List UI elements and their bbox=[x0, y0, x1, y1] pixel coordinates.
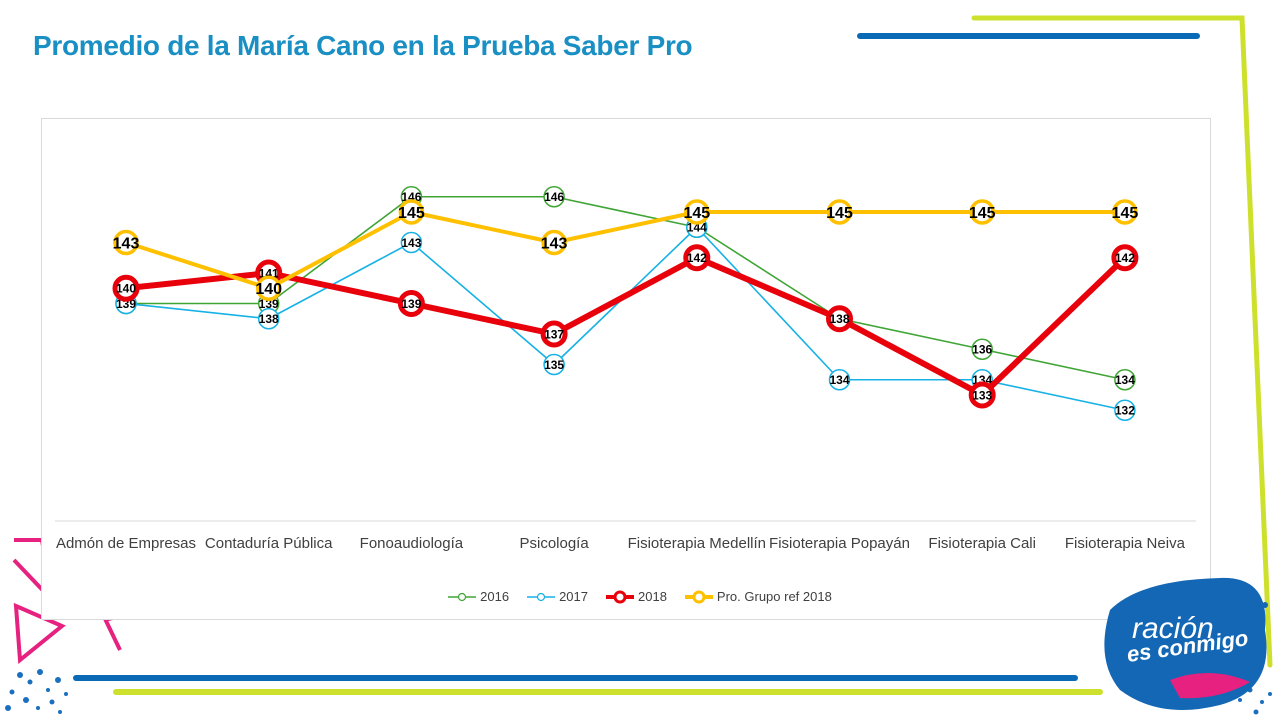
blue-dots-decoration bbox=[5, 669, 1272, 715]
data-point bbox=[1114, 369, 1136, 391]
data-point bbox=[968, 381, 996, 409]
data-point bbox=[684, 199, 710, 225]
data-label: 134 bbox=[1115, 373, 1135, 387]
data-point bbox=[969, 199, 995, 225]
data-point bbox=[1111, 244, 1139, 272]
data-point bbox=[400, 231, 423, 254]
series-line bbox=[126, 195, 1126, 381]
data-point bbox=[828, 369, 851, 391]
data-point bbox=[541, 229, 567, 256]
data-label: 143 bbox=[541, 235, 568, 252]
category-label: Fisioterapia Neiva bbox=[1064, 535, 1185, 552]
data-point bbox=[826, 199, 853, 225]
legend-label: Pro. Grupo ref 2018 bbox=[716, 589, 832, 604]
data-label: 136 bbox=[972, 343, 992, 357]
data-label: 139 bbox=[259, 297, 279, 311]
data-label: 145 bbox=[398, 205, 425, 222]
top-green-stripe bbox=[971, 15, 1273, 668]
data-point bbox=[683, 244, 711, 272]
data-label: 142 bbox=[1115, 251, 1135, 265]
data-point bbox=[113, 229, 139, 256]
data-point bbox=[971, 338, 993, 360]
data-label: 140 bbox=[116, 282, 136, 296]
data-label: 137 bbox=[544, 327, 564, 341]
category-label: Contaduría Pública bbox=[204, 535, 333, 552]
data-label: 134 bbox=[829, 373, 849, 387]
data-point bbox=[255, 275, 282, 301]
data-point bbox=[1114, 399, 1136, 421]
data-point bbox=[397, 290, 425, 317]
data-label: 144 bbox=[687, 221, 707, 235]
legend-item: Pro. Grupo ref 2018 bbox=[684, 589, 832, 604]
series-line bbox=[125, 254, 1127, 398]
data-point bbox=[540, 320, 568, 348]
data-label: 133 bbox=[972, 388, 992, 402]
data-point bbox=[543, 186, 565, 208]
data-label: 146 bbox=[544, 190, 564, 204]
series-line bbox=[125, 210, 1125, 291]
data-label: 143 bbox=[401, 236, 421, 250]
category-label: Fonoaudiología bbox=[359, 535, 464, 552]
data-point bbox=[398, 199, 425, 225]
legend-label: 2018 bbox=[638, 589, 667, 604]
brand-logo: ración es conmigo bbox=[1104, 577, 1268, 710]
legend-swatch bbox=[448, 592, 477, 601]
legend-item: 2016 bbox=[448, 589, 509, 604]
data-label: 145 bbox=[1112, 205, 1139, 222]
category-label: Fisioterapia Popayán bbox=[769, 535, 910, 552]
category-label: Fisioterapia Medellín bbox=[627, 535, 766, 552]
data-point bbox=[543, 353, 565, 376]
category-label: Admón de Empresas bbox=[55, 535, 197, 552]
legend-item: 2018 bbox=[606, 589, 667, 604]
category-label: Psicología bbox=[519, 535, 589, 552]
legend-swatch bbox=[606, 590, 634, 603]
series-pro-grupo-ref-2018: 143 140 145 143 145 145 145 145 bbox=[113, 199, 1139, 301]
page-title: Promedio de la María Cano en la Prueba S… bbox=[33, 30, 693, 61]
data-label: 143 bbox=[113, 235, 140, 252]
data-label: 145 bbox=[683, 205, 710, 222]
legend-label: 2016 bbox=[480, 589, 510, 604]
chart-legend: 2016 2017 2018 Pro. Grupo ref 2018 bbox=[0, 589, 1280, 604]
data-label: 138 bbox=[259, 312, 279, 326]
data-label: 145 bbox=[826, 205, 853, 222]
data-point bbox=[1112, 199, 1138, 225]
legend-swatch bbox=[527, 592, 556, 601]
brand-text-1: ración bbox=[1132, 612, 1214, 645]
legend-swatch bbox=[684, 590, 713, 603]
data-point bbox=[826, 305, 853, 333]
chart-frame bbox=[41, 118, 1211, 620]
data-label: 139 bbox=[401, 297, 421, 311]
legend-item: 2017 bbox=[527, 589, 588, 604]
data-label: 140 bbox=[255, 281, 282, 298]
data-label: 132 bbox=[1115, 404, 1135, 418]
data-label: 145 bbox=[969, 205, 996, 222]
data-point bbox=[257, 308, 280, 330]
data-label: 142 bbox=[687, 251, 707, 265]
data-label: 138 bbox=[829, 312, 849, 326]
legend-label: 2017 bbox=[559, 589, 588, 604]
data-point bbox=[112, 274, 140, 302]
category-label: Fisioterapia Cali bbox=[928, 535, 1036, 552]
data-label: 135 bbox=[544, 358, 564, 372]
